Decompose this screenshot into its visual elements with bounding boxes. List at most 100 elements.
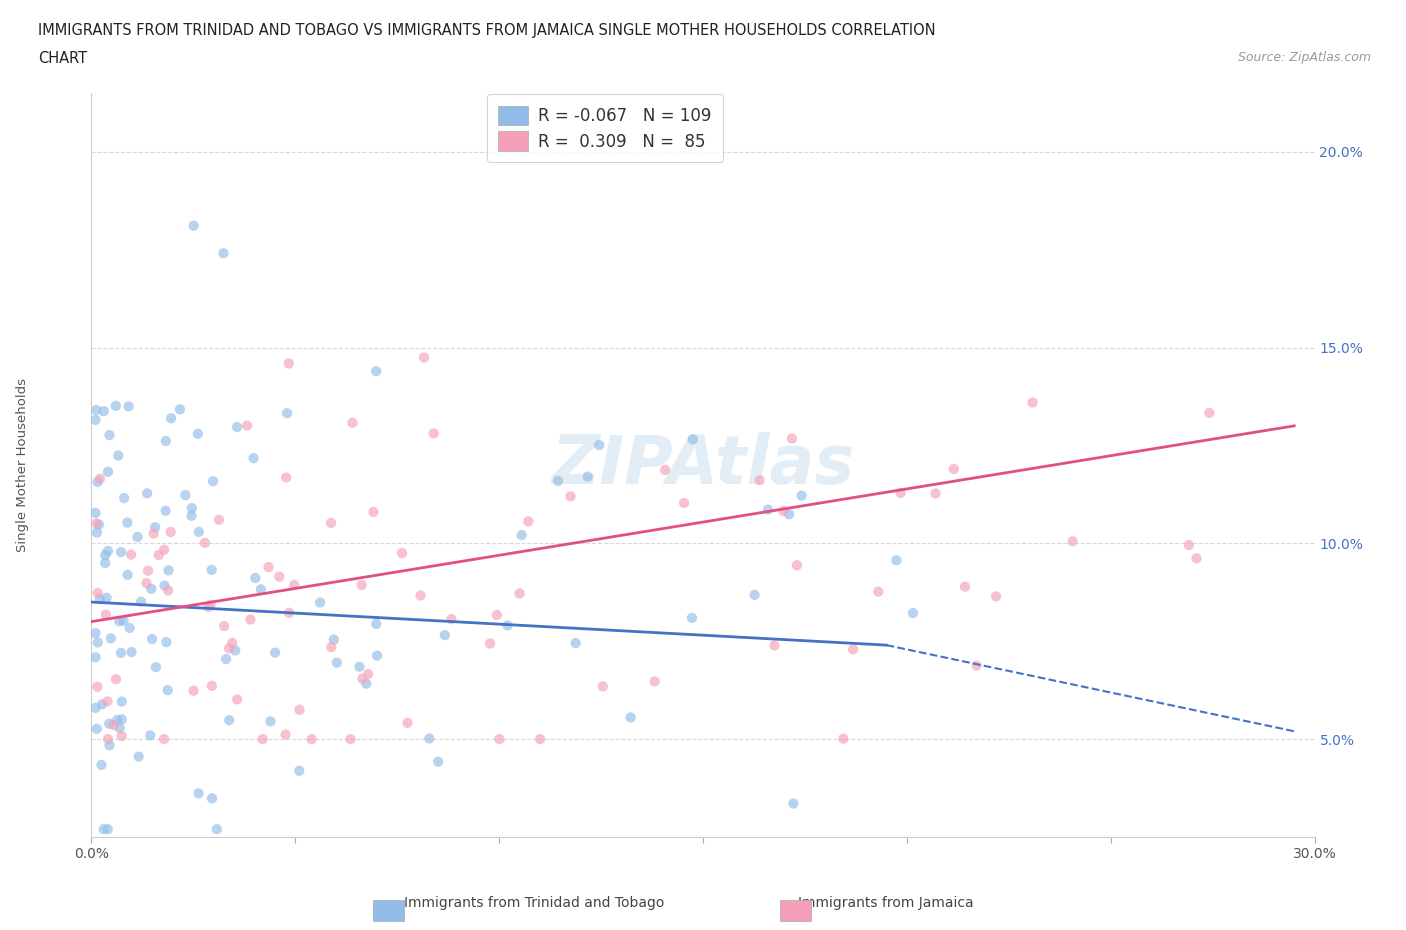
Point <box>868 584 890 599</box>
Point <box>120 547 142 562</box>
Text: Immigrants from Trinidad and Tobago: Immigrants from Trinidad and Tobago <box>404 896 665 910</box>
Point <box>342 416 364 431</box>
Point <box>183 684 205 698</box>
Point <box>87 517 110 532</box>
Legend: R = -0.067   N = 109, R =  0.309   N =  85: R = -0.067 N = 109, R = 0.309 N = 85 <box>486 94 724 163</box>
Point <box>194 536 217 551</box>
Point <box>352 671 374 686</box>
Point <box>396 715 419 730</box>
Point <box>111 694 134 709</box>
Point <box>409 588 432 603</box>
Point <box>121 644 143 659</box>
Point <box>93 822 115 837</box>
Point <box>924 486 946 501</box>
Point <box>89 472 111 486</box>
Point <box>953 579 976 594</box>
Point <box>180 500 202 515</box>
Point <box>1198 405 1220 420</box>
Point <box>326 656 349 671</box>
Point <box>142 526 165 541</box>
Point <box>93 404 115 418</box>
Point <box>786 558 808 573</box>
Point <box>160 411 183 426</box>
Point <box>357 667 380 682</box>
Point <box>96 694 118 709</box>
Point <box>118 620 141 635</box>
Point <box>84 626 107 641</box>
Point <box>104 398 127 413</box>
Point <box>588 438 610 453</box>
Point <box>117 567 139 582</box>
Point <box>201 563 224 578</box>
Point <box>288 764 311 778</box>
Point <box>236 418 259 433</box>
Point <box>889 485 911 500</box>
Point <box>226 692 249 707</box>
Point <box>141 631 163 646</box>
Point <box>479 636 502 651</box>
Point <box>187 426 209 441</box>
Point <box>84 506 107 521</box>
Point <box>136 564 159 578</box>
Point <box>201 678 224 693</box>
Point <box>180 509 202 524</box>
Point <box>321 640 343 655</box>
Point <box>105 671 128 686</box>
Point <box>422 426 444 441</box>
Point <box>107 448 129 463</box>
Point <box>86 516 108 531</box>
Point <box>143 520 166 535</box>
Point <box>94 548 117 563</box>
Point <box>97 822 120 837</box>
Point <box>157 583 180 598</box>
Point <box>620 710 643 724</box>
Point <box>127 529 149 544</box>
Point <box>215 652 238 667</box>
Point <box>201 790 224 805</box>
Point <box>278 605 301 620</box>
Point <box>966 658 988 673</box>
Point <box>529 732 551 747</box>
Point <box>366 617 388 631</box>
Point <box>283 578 305 592</box>
Point <box>108 614 131 629</box>
Point <box>84 650 107 665</box>
Point <box>212 246 235 260</box>
Point <box>129 594 152 609</box>
Point <box>772 503 794 518</box>
Point <box>128 750 150 764</box>
Point <box>366 364 388 379</box>
Text: IMMIGRANTS FROM TRINIDAD AND TOBAGO VS IMMIGRANTS FROM JAMAICA SINGLE MOTHER HOU: IMMIGRANTS FROM TRINIDAD AND TOBAGO VS I… <box>38 23 935 38</box>
Point <box>98 737 121 752</box>
Point <box>86 722 108 737</box>
Point <box>592 679 614 694</box>
Point <box>413 351 436 365</box>
Point <box>886 552 908 567</box>
Point <box>89 591 111 606</box>
Text: CHART: CHART <box>38 51 87 66</box>
Point <box>744 588 766 603</box>
Point <box>319 515 342 530</box>
Point <box>269 569 291 584</box>
Point <box>250 582 273 597</box>
Point <box>259 714 281 729</box>
Point <box>183 219 205 233</box>
Point <box>103 718 125 733</box>
Point <box>682 432 704 446</box>
Point <box>349 659 371 674</box>
Point <box>86 525 108 540</box>
Point <box>94 607 117 622</box>
Point <box>110 545 132 560</box>
Point <box>84 403 107 418</box>
Point <box>91 697 114 711</box>
Point <box>901 605 924 620</box>
Text: Source: ZipAtlas.com: Source: ZipAtlas.com <box>1237 51 1371 64</box>
Point <box>148 548 170 563</box>
Point <box>564 635 586 650</box>
Point <box>276 471 298 485</box>
Point <box>763 638 786 653</box>
Point <box>644 674 666 689</box>
Point <box>510 527 533 542</box>
Point <box>153 578 176 593</box>
Point <box>1062 534 1084 549</box>
